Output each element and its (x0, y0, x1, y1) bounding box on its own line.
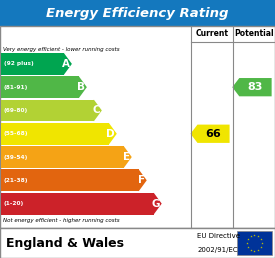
Polygon shape (154, 193, 162, 214)
Text: A: A (62, 59, 70, 69)
Text: (1-20): (1-20) (4, 201, 24, 206)
Text: 2002/91/EC: 2002/91/EC (197, 247, 238, 253)
Text: (21-38): (21-38) (4, 178, 29, 183)
Polygon shape (109, 123, 117, 145)
Text: Not energy efficient - higher running costs: Not energy efficient - higher running co… (3, 218, 120, 223)
Text: (81-91): (81-91) (4, 85, 28, 90)
Polygon shape (191, 125, 230, 143)
Bar (1, 76, 79, 98)
Bar (0, 26, 275, 228)
Bar (1, 53, 64, 75)
Text: C: C (92, 106, 100, 116)
Text: Very energy efficient - lower running costs: Very energy efficient - lower running co… (3, 47, 120, 52)
Text: England & Wales: England & Wales (6, 237, 124, 249)
Polygon shape (94, 100, 102, 121)
Text: Current: Current (196, 29, 229, 38)
Text: B: B (77, 82, 85, 92)
Bar (0, 0, 275, 26)
Text: D: D (106, 129, 115, 139)
Text: (55-68): (55-68) (4, 131, 29, 136)
Text: Potential: Potential (234, 29, 274, 38)
Text: (39-54): (39-54) (4, 155, 28, 159)
Polygon shape (124, 146, 132, 168)
Text: 83: 83 (247, 82, 263, 92)
Bar (1, 123, 109, 145)
Text: Energy Efficiency Rating: Energy Efficiency Rating (46, 6, 229, 20)
Polygon shape (232, 78, 272, 96)
Bar (1, 100, 94, 121)
Text: (69-80): (69-80) (4, 108, 28, 113)
Text: F: F (138, 175, 145, 185)
Polygon shape (64, 53, 72, 75)
Bar (1, 170, 139, 191)
Bar (1, 193, 154, 214)
Polygon shape (79, 76, 87, 98)
Text: E: E (123, 152, 130, 162)
Bar (1, 146, 124, 168)
Bar (237, 231, 272, 255)
Text: (92 plus): (92 plus) (4, 61, 34, 66)
Text: G: G (151, 199, 160, 209)
Text: EU Directive: EU Directive (197, 233, 240, 239)
Polygon shape (139, 170, 147, 191)
Text: 66: 66 (205, 129, 221, 139)
Bar (0, 228, 275, 258)
